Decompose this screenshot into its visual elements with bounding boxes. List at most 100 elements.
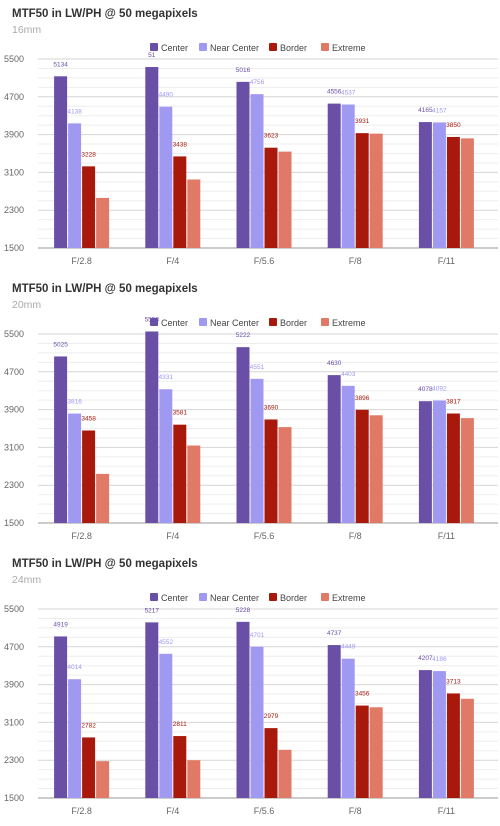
data-label: 2782 <box>81 722 96 729</box>
bar <box>369 707 383 798</box>
legend-item: Near Center <box>199 318 259 328</box>
bar <box>187 179 201 248</box>
bar <box>236 81 250 248</box>
bar <box>264 419 278 523</box>
legend-swatch <box>321 318 329 326</box>
data-label: 5228 <box>236 607 251 614</box>
bar <box>82 430 96 523</box>
bar <box>250 94 264 249</box>
x-tick-label: F/5.6 <box>254 806 275 816</box>
bar <box>432 400 446 523</box>
data-label: 5134 <box>53 61 68 68</box>
bar-chart-24mm: 5500 4700 3900 3100 2300 1500 Center Near Cente… <box>4 593 498 816</box>
y-tick-label: 4700 <box>4 367 24 377</box>
bar <box>418 670 432 798</box>
bar <box>278 151 292 248</box>
chart-subtitle: 20mm <box>12 299 42 311</box>
bar <box>159 653 173 798</box>
data-label: 3931 <box>355 118 370 125</box>
chart-title: MTF50 in LW/PH @ 50 megapixels <box>12 8 198 20</box>
bar-chart-20mm: 5500 4700 3900 3100 2300 1500 Center Near Cente… <box>4 316 498 541</box>
data-label: 5217 <box>145 607 160 614</box>
data-label: 4630 <box>327 360 342 367</box>
chart-panel-20mm: MTF50 in LW/PH @ 50 megapixels 20mm 5500… <box>0 275 500 550</box>
bar <box>82 737 96 798</box>
data-label: 3228 <box>81 151 96 158</box>
data-label: 4701 <box>250 632 265 639</box>
bar <box>145 67 159 248</box>
data-label: 4756 <box>250 79 265 86</box>
legend-swatch <box>321 43 329 51</box>
x-tick-label: F/11 <box>438 806 455 816</box>
bar <box>173 424 187 523</box>
x-tick-label: F/11 <box>438 256 455 266</box>
bar <box>54 356 68 523</box>
data-label: 5222 <box>236 332 251 339</box>
bar <box>369 133 383 248</box>
data-label: 4919 <box>53 621 68 628</box>
legend-item: Center <box>150 318 188 328</box>
data-label: 4186 <box>432 656 447 663</box>
data-label: 4537 <box>341 90 356 97</box>
bar <box>68 123 82 248</box>
bar <box>418 122 432 248</box>
bar <box>54 636 68 798</box>
data-label: 3690 <box>264 405 279 412</box>
data-label: 4449 <box>341 644 356 651</box>
data-label: 51 <box>148 52 156 59</box>
legend-swatch <box>269 593 277 601</box>
bar <box>355 705 369 798</box>
bar <box>446 413 460 523</box>
y-tick-label: 5500 <box>4 329 24 339</box>
legend-swatch <box>321 593 329 601</box>
x-tick-label: F/2.8 <box>71 531 92 541</box>
x-tick-label: F/2.8 <box>71 806 92 816</box>
legend-label: Near Center <box>210 318 259 328</box>
legend-swatch <box>150 593 158 601</box>
chart-title: MTF50 in LW/PH @ 50 megapixels <box>12 558 198 570</box>
legend-item: Near Center <box>199 43 259 53</box>
bar <box>173 156 187 248</box>
legend-label: Near Center <box>210 593 259 603</box>
bar <box>341 104 355 249</box>
data-label: 3896 <box>355 395 370 402</box>
y-tick-label: 4700 <box>4 92 24 102</box>
bar <box>355 409 369 523</box>
data-label: 5553 <box>145 316 160 323</box>
bar <box>369 415 383 523</box>
data-label: 4552 <box>159 639 174 646</box>
legend-swatch <box>150 43 158 51</box>
y-tick-label: 5500 <box>4 54 24 64</box>
bar <box>159 106 173 248</box>
y-tick-label: 1500 <box>4 518 24 528</box>
bar <box>82 166 96 248</box>
bar-chart-16mm: 5500 4700 3900 3100 2300 1500 Center Near Cente… <box>4 43 498 266</box>
legend-label: Center <box>161 318 188 328</box>
bar <box>187 445 201 523</box>
bar <box>236 621 250 798</box>
data-label: 3438 <box>173 141 188 148</box>
bar <box>96 761 110 798</box>
bar <box>250 646 264 798</box>
y-tick-label: 4700 <box>4 642 24 652</box>
legend-swatch <box>150 318 158 326</box>
bar <box>446 693 460 798</box>
data-label: 4138 <box>67 108 82 115</box>
x-tick-label: F/4 <box>166 256 179 266</box>
x-tick-label: F/8 <box>349 531 362 541</box>
bar <box>145 622 159 798</box>
legend-label: Border <box>280 43 307 53</box>
y-tick-label: 3900 <box>4 405 24 415</box>
x-tick-label: F/5.6 <box>254 256 275 266</box>
legend-label: Border <box>280 318 307 328</box>
legend-swatch <box>269 43 277 51</box>
data-label: 2979 <box>264 713 279 720</box>
x-tick-label: F/8 <box>349 806 362 816</box>
data-label: 4490 <box>159 92 174 99</box>
data-label: 4556 <box>327 89 342 96</box>
data-label: 3817 <box>446 399 461 406</box>
legend-item: Border <box>269 43 307 53</box>
x-tick-label: F/4 <box>166 531 179 541</box>
data-label: 5025 <box>53 341 68 348</box>
legend-label: Border <box>280 593 307 603</box>
